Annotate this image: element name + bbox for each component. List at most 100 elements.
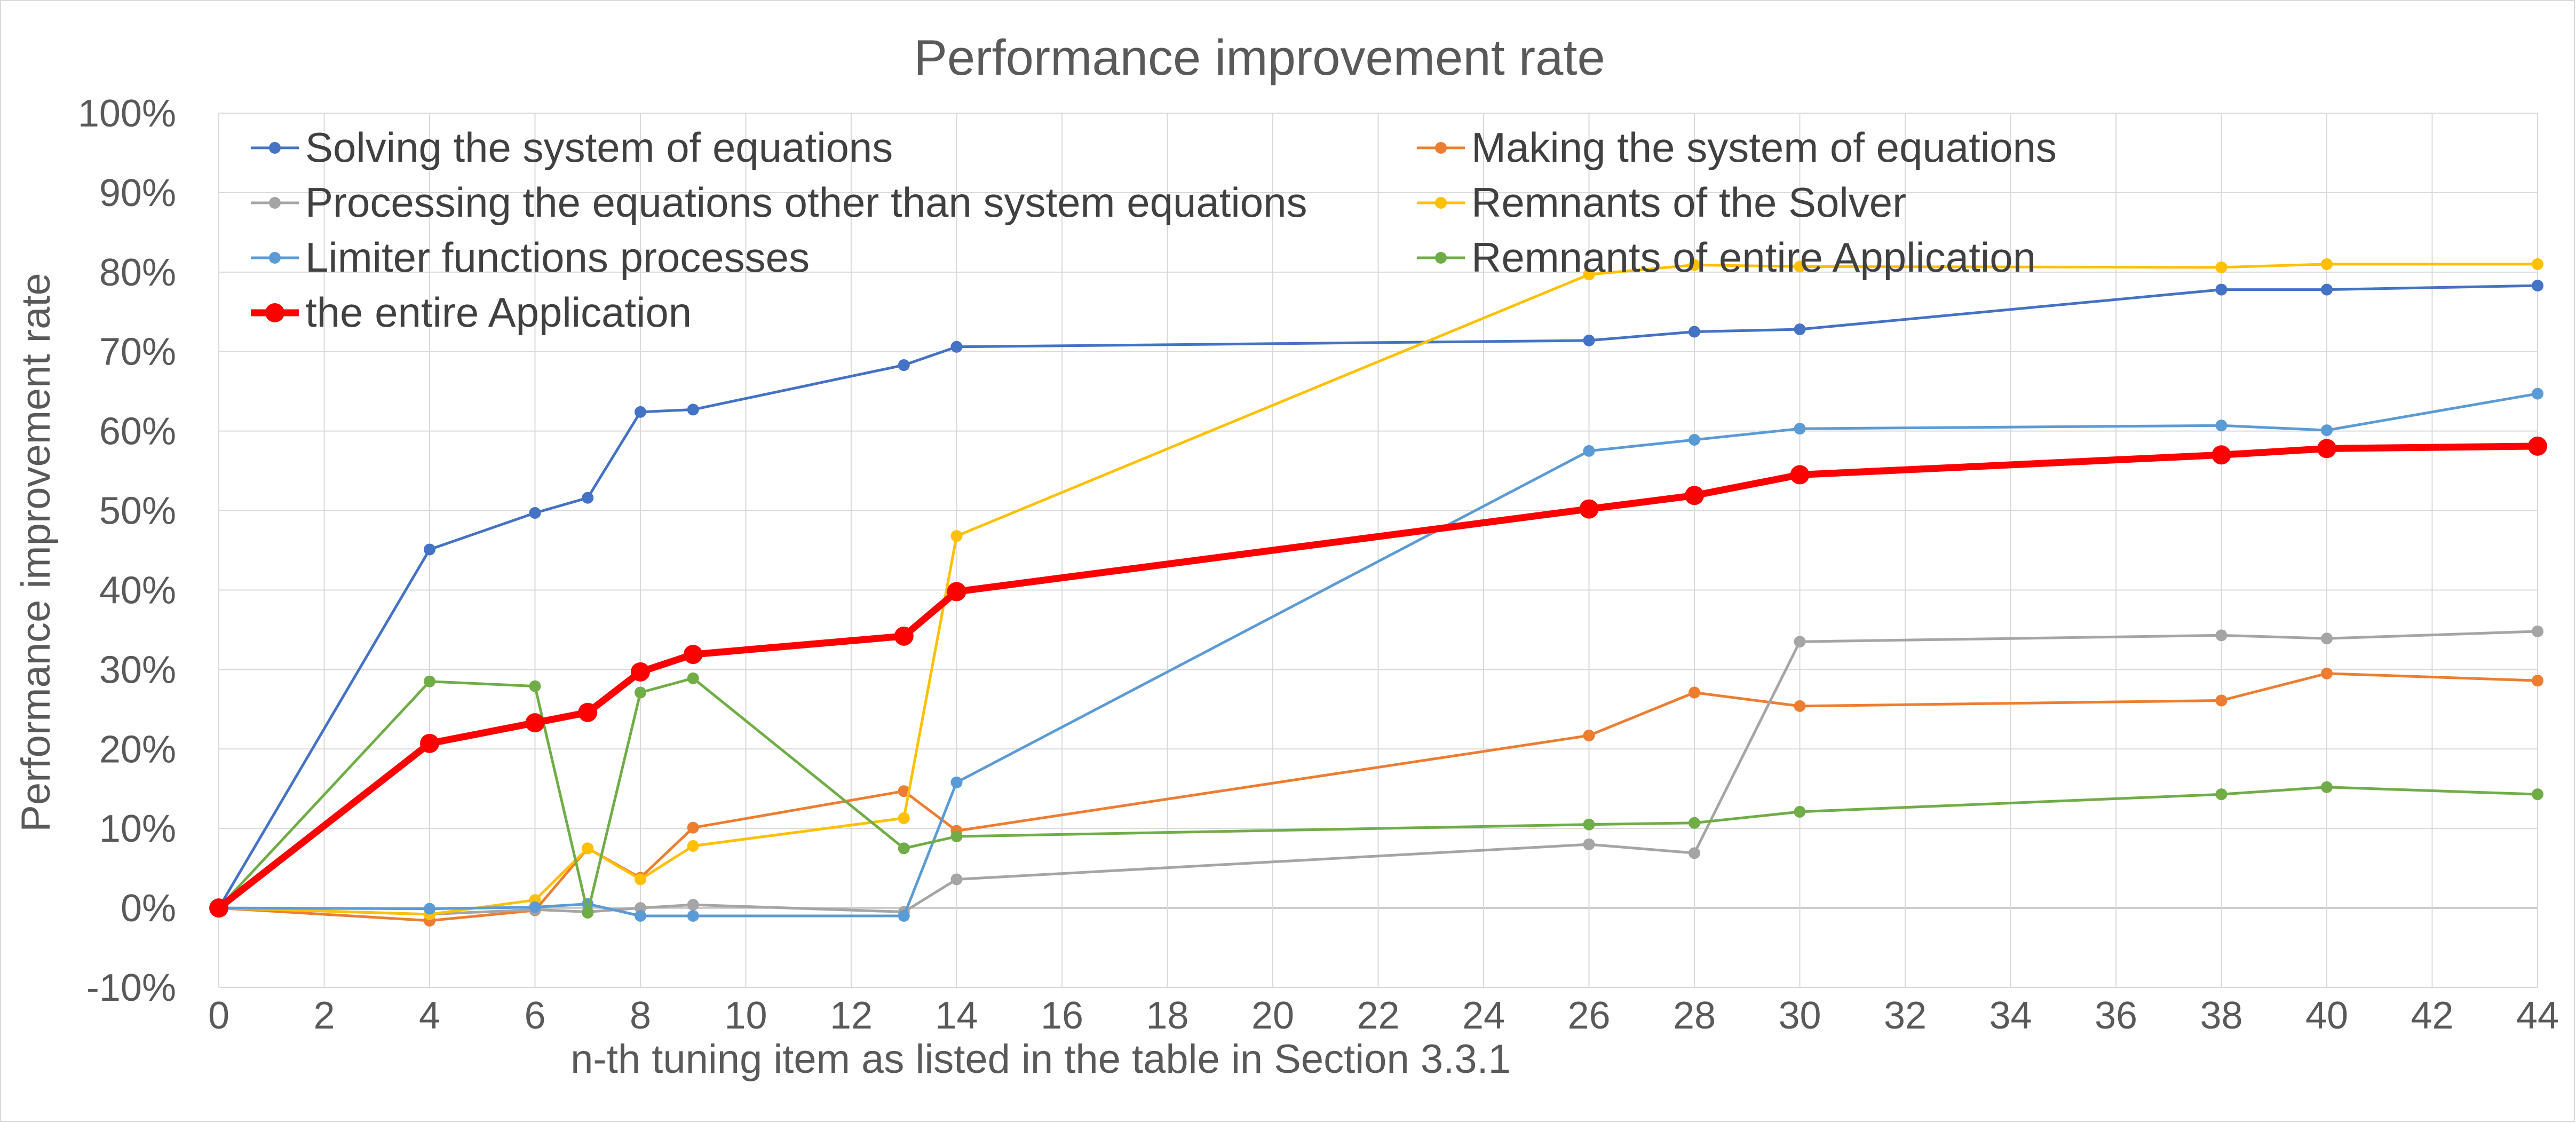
legend-label: the entire Application xyxy=(305,289,692,336)
data-point xyxy=(687,840,699,852)
data-point xyxy=(1790,465,1810,485)
data-point xyxy=(687,404,699,416)
data-point xyxy=(635,686,646,699)
data-point xyxy=(2321,632,2333,645)
x-tick-label: 14 xyxy=(935,994,978,1037)
data-point xyxy=(1583,729,1595,741)
legend-swatch-marker xyxy=(265,303,284,322)
data-point xyxy=(1689,326,1700,338)
data-point xyxy=(2321,667,2333,679)
legend-swatch-marker xyxy=(1435,252,1447,264)
data-point xyxy=(1583,268,1595,281)
y-tick-label: -10% xyxy=(86,967,176,1009)
data-point xyxy=(1794,260,1806,273)
series-line xyxy=(217,672,2539,922)
x-tick-label: 20 xyxy=(1251,994,1294,1037)
data-point xyxy=(2321,781,2333,793)
data-point xyxy=(687,899,699,911)
data-point xyxy=(529,680,541,692)
data-point xyxy=(898,785,910,797)
data-point xyxy=(1583,818,1595,831)
data-point xyxy=(2532,258,2543,270)
data-point xyxy=(1583,445,1595,457)
legend-label: Remnants of the Solver xyxy=(1471,179,1906,226)
data-point xyxy=(525,713,545,733)
data-point xyxy=(2215,629,2228,642)
data-point xyxy=(2215,283,2228,296)
data-point xyxy=(582,492,594,504)
legend-swatch-marker xyxy=(1435,142,1447,154)
x-tick-label: 16 xyxy=(1041,994,1083,1037)
data-point xyxy=(2215,694,2228,707)
data-point xyxy=(424,675,435,687)
legend-label: Processing the equations other than syst… xyxy=(305,179,1307,226)
series-line xyxy=(217,630,2539,916)
data-point xyxy=(2215,788,2228,801)
x-tick-label: 38 xyxy=(2200,994,2242,1037)
data-point xyxy=(635,873,646,885)
data-point xyxy=(2532,625,2543,637)
data-point xyxy=(1579,499,1599,519)
x-tick-label: 32 xyxy=(1884,994,1927,1037)
data-point xyxy=(1583,838,1595,850)
data-point xyxy=(1794,636,1806,648)
legend-label: Limiter functions processes xyxy=(305,234,810,281)
data-point xyxy=(687,672,699,684)
data-point xyxy=(635,910,646,922)
x-axis-title: n-th tuning item as listed in the table … xyxy=(570,1037,1511,1082)
data-point xyxy=(898,359,910,371)
legend-swatch-marker xyxy=(269,197,281,209)
x-tick-label: 34 xyxy=(1989,994,2032,1037)
y-axis-title: Performance improvement rate xyxy=(13,273,59,832)
data-point xyxy=(898,910,910,922)
data-point xyxy=(2321,258,2333,270)
data-point xyxy=(1689,817,1700,829)
x-tick-label: 40 xyxy=(2305,994,2348,1037)
data-point xyxy=(947,582,966,602)
data-point xyxy=(2321,283,2333,296)
x-tick-label: 36 xyxy=(2095,994,2137,1037)
data-point xyxy=(1689,259,1700,271)
data-point xyxy=(683,645,703,665)
data-point xyxy=(2532,675,2543,687)
legend-swatch-marker xyxy=(269,142,281,154)
data-point xyxy=(894,626,914,646)
x-tick-label: 12 xyxy=(830,994,873,1037)
y-tick-label: 60% xyxy=(99,410,176,453)
y-tick-label: 40% xyxy=(99,569,176,612)
x-tick-label: 28 xyxy=(1673,994,1716,1037)
data-point xyxy=(529,507,541,519)
data-point xyxy=(1794,323,1806,336)
data-point xyxy=(2212,445,2231,465)
y-tick-label: 100% xyxy=(78,92,176,135)
y-tick-label: 30% xyxy=(99,649,176,691)
series-line xyxy=(217,392,2539,918)
data-point xyxy=(1685,486,1704,505)
series-line xyxy=(217,284,2539,910)
chart-title: Performance improvement rate xyxy=(914,29,1605,85)
data-point xyxy=(1689,847,1700,859)
data-point xyxy=(1689,434,1700,446)
data-point xyxy=(424,903,435,915)
data-point xyxy=(2321,424,2333,437)
data-point xyxy=(1794,700,1806,712)
x-tick-label: 0 xyxy=(208,994,229,1037)
x-tick-label: 8 xyxy=(630,994,651,1037)
data-point xyxy=(2532,788,2543,801)
data-point xyxy=(687,821,699,834)
data-point xyxy=(582,842,594,855)
legend-swatch-marker xyxy=(269,252,281,264)
data-point xyxy=(898,812,910,824)
data-point xyxy=(1689,686,1700,699)
x-tick-label: 26 xyxy=(1567,994,1610,1037)
y-axis-tick-labels: -10% 0% 10% 20% 30% 40% 50% 60% 70% 80% 90% 100% xyxy=(78,92,176,1009)
x-tick-label: 18 xyxy=(1146,994,1188,1037)
x-tick-label: 24 xyxy=(1462,994,1505,1037)
data-point xyxy=(2532,280,2543,292)
gridlines xyxy=(218,113,2538,988)
data-point xyxy=(950,873,963,885)
data-point xyxy=(631,662,650,682)
data-point xyxy=(2532,387,2543,400)
